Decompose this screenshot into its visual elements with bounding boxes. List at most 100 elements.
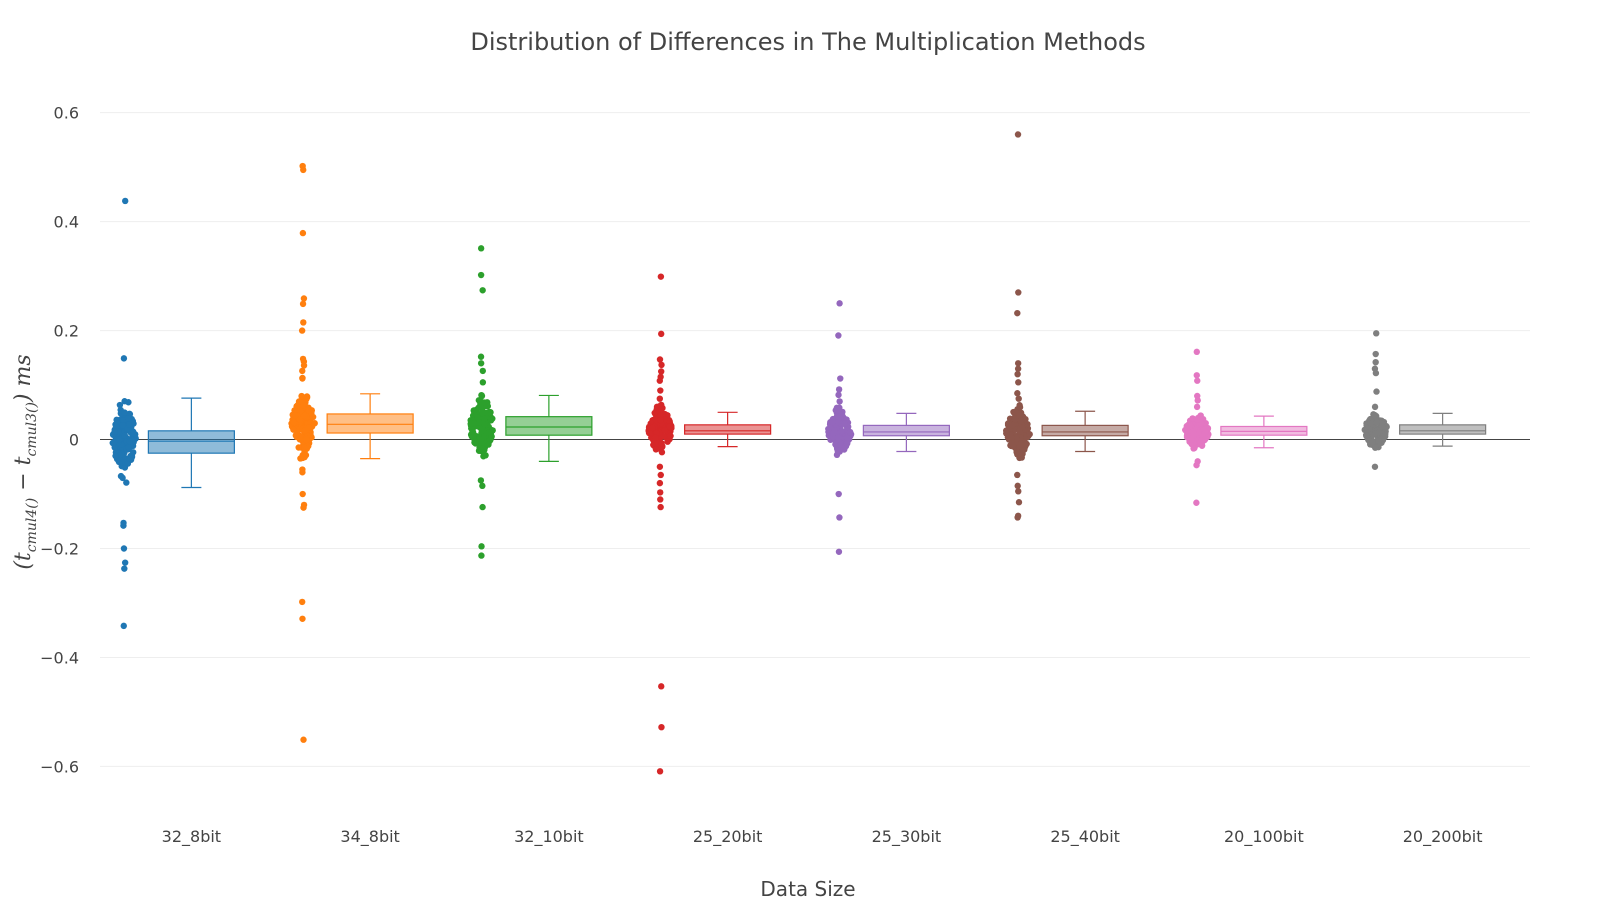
outlier-point <box>299 598 306 606</box>
outlier-point <box>1015 289 1022 296</box>
data-point <box>1185 428 1192 435</box>
y-label-sub1: cmul4() <box>24 498 40 552</box>
data-point <box>487 436 494 444</box>
data-point <box>844 434 851 442</box>
outlier-point <box>835 548 843 555</box>
outlier-point <box>1193 372 1200 379</box>
data-point <box>123 479 130 486</box>
data-point <box>1011 416 1019 423</box>
data-point <box>112 452 119 460</box>
data-point <box>111 444 118 451</box>
x-tick-label: 20_100bit <box>1224 827 1304 847</box>
box-iqr <box>1399 424 1487 435</box>
y-label-close: ) ms <box>11 354 36 403</box>
y-label-t2: t <box>11 456 36 465</box>
y-tick-label: −0.2 <box>40 540 79 559</box>
data-point <box>121 398 128 405</box>
outlier-point <box>300 166 307 174</box>
x-axis-ticks: 32_8bit 34_8bit 32_10bit 25_20bit 25_30bit 25… <box>162 827 1483 847</box>
box-group-32_10bit <box>467 245 593 559</box>
outlier-point <box>298 327 306 334</box>
outlier-point <box>479 503 486 511</box>
data-point <box>1202 428 1209 435</box>
y-tick-label: 0 <box>69 431 79 450</box>
x-tick-label: 32_8bit <box>162 827 221 847</box>
outlier-point <box>300 504 307 511</box>
data-point <box>303 436 310 444</box>
y-tick-label: 0.4 <box>54 213 79 232</box>
outlier-point <box>479 379 487 386</box>
y-tick-label: −0.6 <box>40 757 79 776</box>
outlier-point <box>477 360 485 367</box>
box-iqr <box>1041 424 1129 437</box>
outlier-point <box>300 736 307 743</box>
data-point <box>478 392 486 400</box>
box-iqr <box>862 424 950 437</box>
data-point <box>1016 427 1023 435</box>
box-group-20_200bit <box>1361 330 1487 470</box>
data-point <box>117 472 125 480</box>
outlier-point <box>1371 463 1379 470</box>
chart-title: Distribution of Differences in The Multi… <box>470 28 1145 56</box>
outlier-point <box>835 391 842 399</box>
outlier-point <box>1372 350 1379 358</box>
y-axis-title: (tcmul4() − tcmul3()) ms <box>11 354 40 569</box>
outlier-point <box>1015 499 1023 506</box>
data-point <box>1008 441 1016 449</box>
data-point <box>298 392 305 400</box>
outlier-point <box>1014 309 1021 317</box>
box-iqr <box>326 413 414 434</box>
data-point <box>834 447 841 454</box>
outlier-point <box>479 287 486 294</box>
y-label-minus: − <box>11 465 36 497</box>
outlier-point <box>656 479 664 487</box>
outlier-point <box>1014 390 1021 397</box>
data-point <box>121 432 129 439</box>
outlier-point <box>657 471 664 479</box>
outlier-point <box>1371 403 1379 411</box>
y-label-open: ( <box>11 561 36 570</box>
outlier-point <box>657 387 664 394</box>
outlier-point <box>656 768 664 775</box>
x-axis-title: Data Size <box>760 877 855 900</box>
outlier-point <box>657 273 665 280</box>
data-point <box>478 398 486 406</box>
outlier-point <box>120 545 128 552</box>
outlier-point <box>1373 330 1380 337</box>
data-point <box>468 425 475 432</box>
data-point <box>666 423 673 430</box>
outlier-point <box>300 362 308 369</box>
y-label-sub2: cmul3() <box>24 402 40 456</box>
outlier-point <box>477 477 485 484</box>
data-point <box>841 420 848 427</box>
data-point <box>1363 432 1370 439</box>
box-group-20_100bit <box>1182 348 1308 506</box>
y-tick-label: −0.4 <box>40 648 79 667</box>
box-group-32_8bit <box>109 197 235 630</box>
data-point <box>126 421 133 428</box>
outlier-point <box>1373 388 1380 395</box>
data-point <box>296 436 304 443</box>
data-point <box>658 439 665 447</box>
data-point <box>1373 419 1381 426</box>
outlier-point <box>656 395 664 402</box>
outlier-point <box>477 245 485 252</box>
outlier-point <box>1014 370 1021 378</box>
data-point <box>470 407 478 414</box>
outlier-point <box>300 319 307 326</box>
outlier-point <box>122 197 129 205</box>
data-point <box>295 444 302 451</box>
outlier-point <box>1014 471 1021 479</box>
data-point <box>115 436 123 444</box>
data-point <box>1367 420 1374 427</box>
data-point <box>1026 431 1033 438</box>
data-point <box>296 416 304 423</box>
plot-layer <box>109 131 1487 775</box>
data-point <box>667 432 674 440</box>
data-point <box>1003 430 1010 437</box>
data-point <box>292 432 299 439</box>
data-point <box>469 434 477 441</box>
box-iqr <box>505 416 593 436</box>
